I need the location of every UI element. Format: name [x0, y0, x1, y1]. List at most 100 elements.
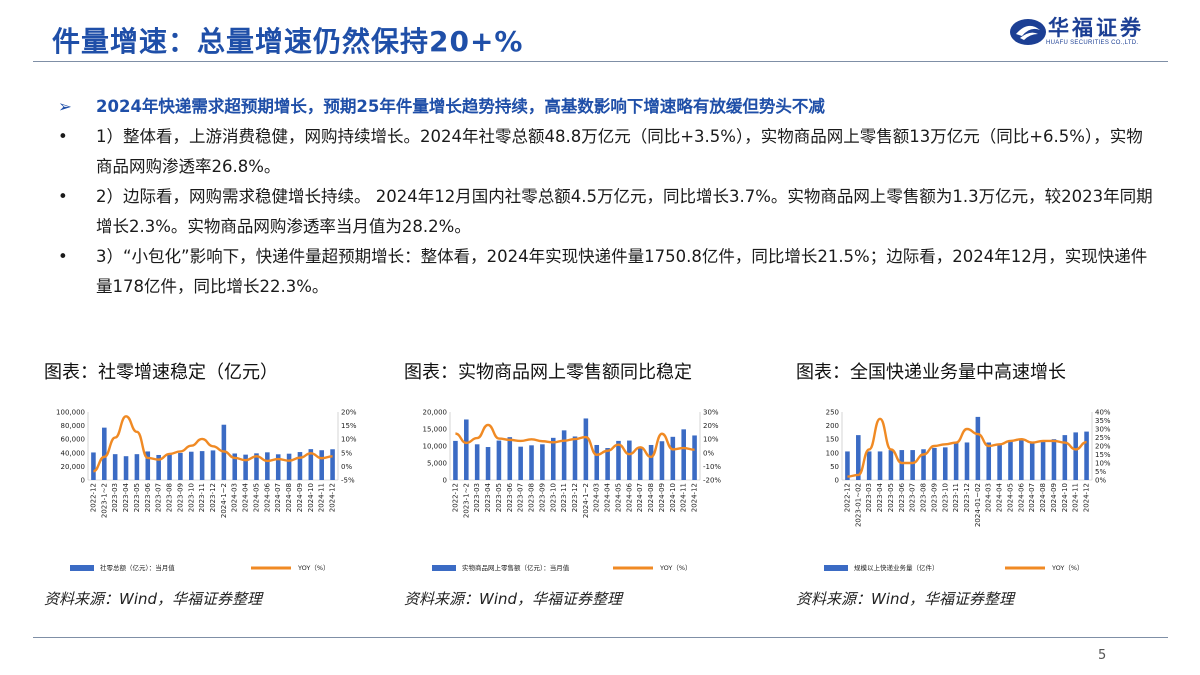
- x-tick-label: 2023-06: [898, 482, 906, 512]
- y-tick-label-left: 0: [443, 477, 447, 485]
- y-tick-label-left: 200: [826, 422, 839, 430]
- y-tick-label-right: 30%: [1095, 426, 1111, 434]
- x-tick-label: 2024-07: [636, 483, 644, 512]
- x-tick-label: 2023-09: [930, 483, 938, 512]
- y-tick-label-left: 250: [826, 409, 839, 417]
- bar: [572, 436, 578, 480]
- arrow-bullet-icon: ➢: [58, 97, 72, 116]
- y-tick-label-left: 5,000: [427, 460, 447, 468]
- x-tick-label: 2024-1~2: [220, 483, 228, 518]
- bar: [627, 440, 632, 480]
- bar: [659, 441, 665, 480]
- x-tick-label: 2023-08: [166, 483, 174, 512]
- x-tick-label: 2024-07: [1028, 483, 1036, 512]
- bar: [910, 450, 915, 480]
- x-tick-label: 2023-03: [111, 483, 119, 512]
- bar: [297, 452, 303, 480]
- x-tick-label: 2024-04: [996, 482, 1004, 512]
- bar: [1062, 435, 1068, 480]
- x-tick-label: 2023-10: [187, 483, 195, 512]
- x-tick-label: 2023-11: [198, 483, 206, 512]
- bullet-text: 3）“小包化”影响下，快递件量超预期增长：整体看，2024年实现快递件量1750…: [96, 247, 1148, 296]
- chart-express-volume: 0 50 100 150 200 250 0% 5% 10% 15% 20% 25% 30% 35% 40%…: [790, 400, 1111, 590]
- x-tick-label: 2023-05: [133, 483, 141, 512]
- bar: [232, 453, 238, 480]
- bar: [953, 441, 959, 480]
- y-tick-label-right: -5%: [341, 477, 355, 485]
- bar: [199, 451, 205, 480]
- bar: [1073, 432, 1078, 480]
- bar: [1051, 439, 1057, 480]
- x-tick-label: 2022-12: [89, 483, 97, 512]
- x-tick-label: 2023-1~2: [100, 483, 108, 518]
- page-number: 5: [1098, 648, 1107, 663]
- bar: [692, 435, 697, 480]
- bullet-text: 1）整体看，上游消费稳健，网购持续增长。2024年社零总额48.8万亿元（同比+…: [96, 127, 1143, 176]
- x-tick-label: 2024-05: [614, 483, 622, 512]
- legend-line-label: YOY（%）: [659, 564, 692, 572]
- bar: [167, 454, 172, 480]
- legend-bar-swatch: [432, 565, 456, 571]
- chart-express-volume-svg: 0 50 100 150 200 250 0%5%10%15%20%25%30%35%40%…: [824, 409, 1111, 572]
- bar: [845, 451, 850, 480]
- x-tick-label: 2024-04: [604, 482, 612, 512]
- bar: [1019, 440, 1024, 480]
- bar: [243, 454, 248, 480]
- bar: [1084, 431, 1089, 480]
- bar: [540, 444, 545, 480]
- bar: [178, 452, 183, 480]
- x-tick-label: 2023-09: [538, 483, 546, 512]
- y-tick-label-left: 40,000: [61, 449, 86, 457]
- y-tick-label-left: 15,000: [423, 426, 448, 434]
- chart-online-retail-svg: 0 5,000 10,000 15,000 20,000 -20% -10% 0% 10% 20%…: [423, 409, 722, 573]
- bullet-item: • 2）边际看，网购需求稳健增长持续。 2024年12月国内社零总额4.5万亿元…: [58, 182, 1158, 242]
- legend-bar-swatch: [824, 565, 848, 571]
- x-tick-label: 2023-07: [909, 483, 917, 512]
- chart-title-retail-sales: 图表：社零增速稳定（亿元）: [44, 362, 278, 383]
- x-tick-label: 2024-1~2: [582, 483, 590, 518]
- y-tick-label-right: 40%: [1095, 409, 1111, 417]
- y-tick-label-right: 15%: [341, 422, 357, 430]
- y-tick-label-right: 20%: [703, 422, 719, 430]
- bar: [112, 454, 118, 480]
- y-tick-label-right: 10%: [341, 436, 357, 444]
- x-tick-label: 2024-11: [680, 483, 688, 512]
- x-tick-label: 2023-06: [506, 482, 514, 512]
- bar: [496, 440, 502, 480]
- x-tick-label: 2024-03: [231, 483, 239, 512]
- y-tick-label-right: 20%: [341, 409, 357, 417]
- x-tick-label: 2024-12: [329, 483, 337, 512]
- bar: [964, 442, 970, 480]
- x-tick-label: 2023-10: [941, 483, 949, 512]
- bar: [975, 416, 981, 480]
- y-tick-label-right: -10%: [703, 463, 721, 471]
- x-tick-label: 2023-05: [887, 483, 895, 512]
- bar: [888, 450, 894, 480]
- bar: [275, 454, 281, 480]
- bar: [188, 451, 194, 480]
- bar: [670, 436, 676, 480]
- chart-source: 资料来源：Wind，华福证券整理: [44, 590, 263, 608]
- x-tick-label: 2024-06: [625, 482, 633, 512]
- logo-subtext: HUAFU SECURITIES CO.,LTD.: [1046, 40, 1139, 46]
- bullet-headline: ➢ 2024年快递需求超预期增长，预期25年件量增长趋势持续，高基数影响下增速略…: [58, 92, 1158, 122]
- y-tick-label-right: 35%: [1095, 417, 1111, 425]
- bar: [210, 450, 216, 480]
- x-tick-label: 2023-12: [571, 483, 579, 512]
- y-tick-label-right: 30%: [703, 409, 719, 417]
- bar: [561, 430, 567, 480]
- x-tick-label: 2024-08: [1039, 483, 1047, 512]
- bar: [921, 449, 926, 480]
- x-tick-label: 2023-07: [517, 483, 525, 512]
- y-tick-label-right: 0%: [1095, 477, 1106, 485]
- bullet-item: • 3）“小包化”影响下，快递件量超预期增长：整体看，2024年实现快递件量17…: [58, 242, 1158, 302]
- x-tick-label: 2024-11: [1072, 483, 1080, 512]
- y-tick-label-right: 5%: [1095, 468, 1106, 476]
- legend-bar-label: 社零总额（亿元）：当月值: [100, 563, 175, 572]
- x-tick-label: 2024-10: [307, 483, 315, 512]
- bar: [648, 444, 654, 480]
- bar: [464, 419, 469, 480]
- x-tick-label: 2024-12: [691, 483, 699, 512]
- bar: [877, 451, 883, 480]
- y-tick-label-left: 60,000: [61, 436, 86, 444]
